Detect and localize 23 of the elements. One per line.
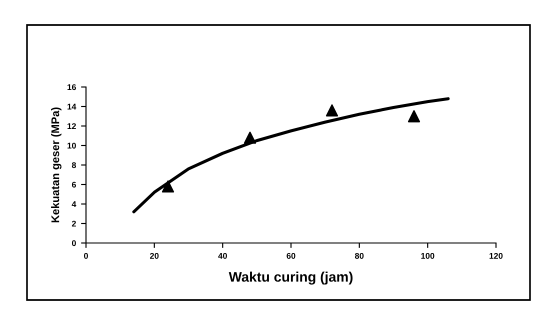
- y-axis-title: Kekuatan geser (MPa): [51, 108, 62, 222]
- x-tick-label: 20: [150, 252, 159, 259]
- y-tick-label: 6: [72, 182, 76, 188]
- x-tick-label: 60: [286, 252, 296, 259]
- x-tick-label: 120: [490, 252, 503, 259]
- line-series: [132, 97, 450, 214]
- y-tick-label: 10: [68, 142, 76, 149]
- x-axis-title: Waktu curing (jam): [228, 272, 353, 285]
- point: [244, 132, 256, 144]
- x-tick-label: 40: [218, 252, 227, 259]
- point: [326, 104, 338, 116]
- y-tick-label: 14: [68, 104, 76, 110]
- y-tick-label: 12: [68, 123, 76, 130]
- x-tick-label: 80: [354, 252, 364, 259]
- x-tick-label: 100: [421, 252, 434, 259]
- y-tick-label: 0: [72, 240, 76, 246]
- y-tick-label: 2: [72, 220, 76, 227]
- x-tick-label: 0: [84, 252, 88, 259]
- point: [408, 110, 420, 122]
- y-tick-label: 4: [72, 201, 76, 208]
- y-tick-label: 8: [72, 162, 76, 168]
- y-tick-label: 16: [68, 84, 76, 90]
- point: [162, 180, 174, 193]
